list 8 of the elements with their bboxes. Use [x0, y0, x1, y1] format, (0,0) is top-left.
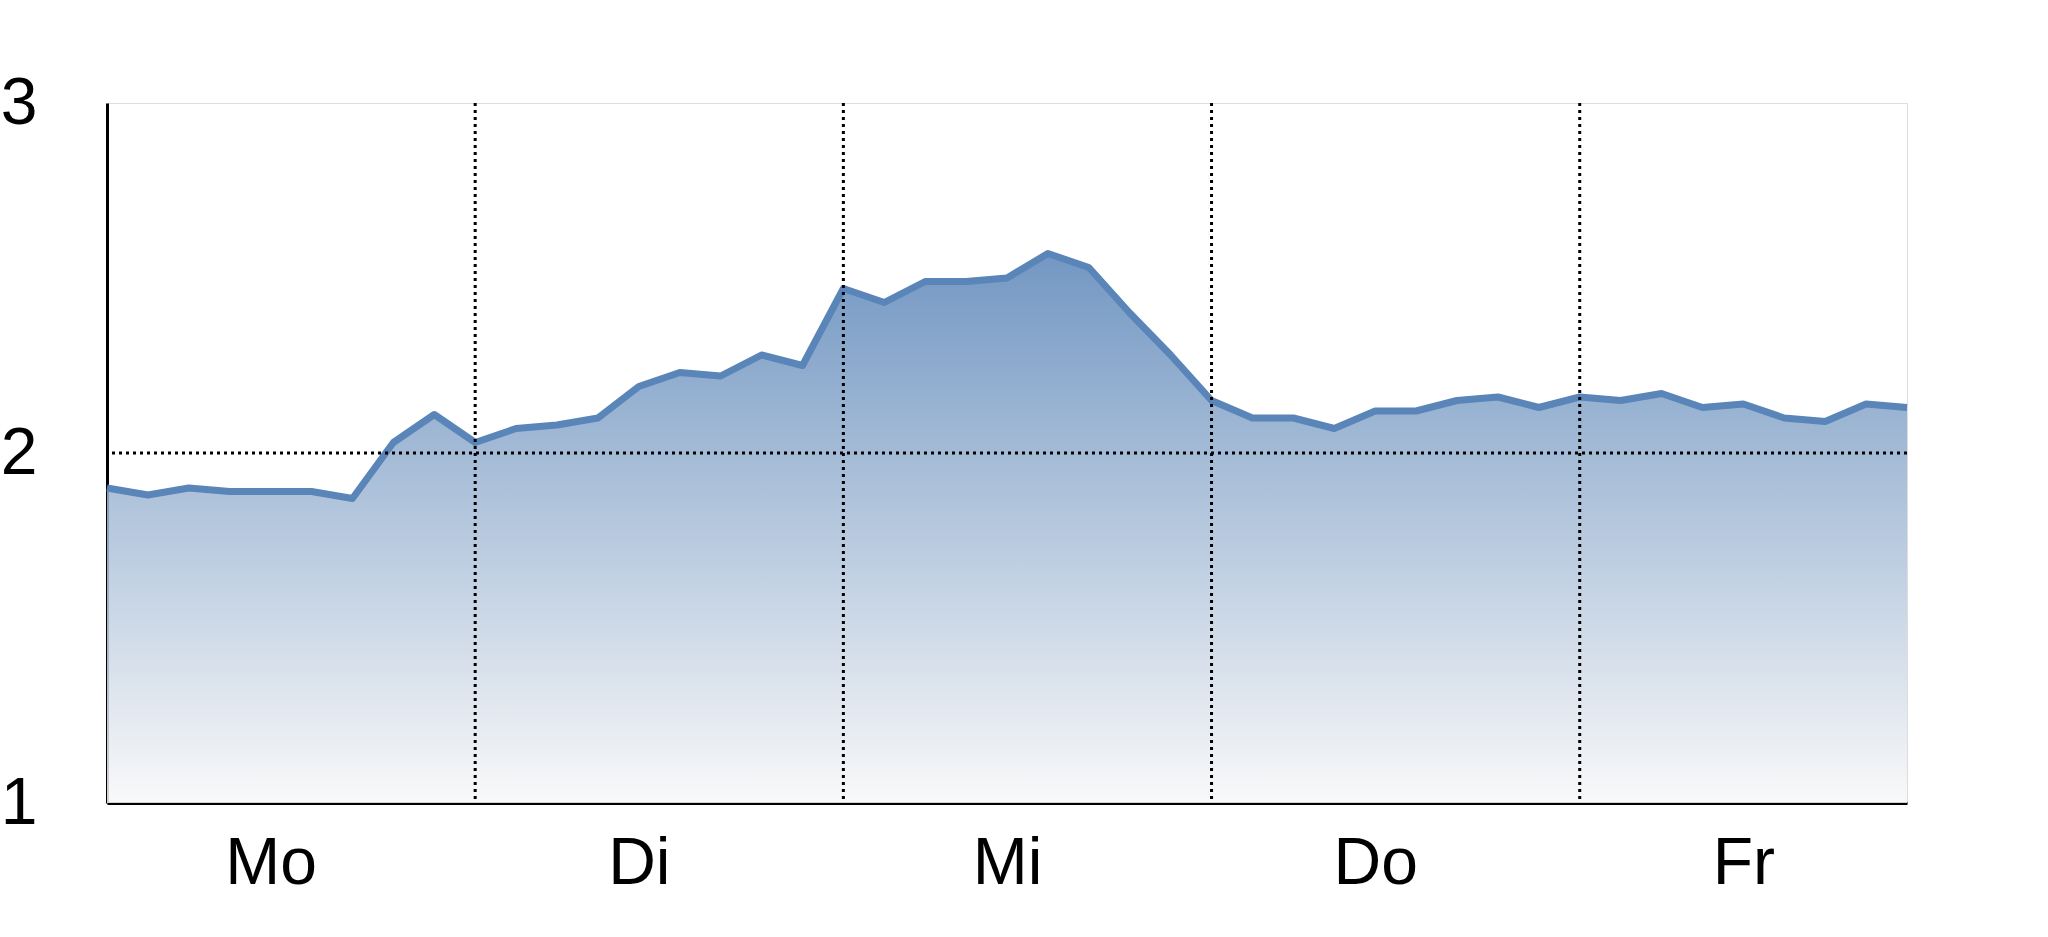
y-tick-label: 2: [0, 413, 38, 488]
x-tick-label: Do: [1333, 823, 1418, 898]
y-tick-label: 3: [0, 63, 38, 138]
x-tick-label: Mo: [225, 823, 317, 898]
y-tick-label: 1: [0, 763, 38, 838]
x-tick-label: Di: [608, 823, 671, 898]
x-tick-label: Mi: [972, 823, 1043, 898]
x-tick-label: Fr: [1712, 823, 1776, 898]
